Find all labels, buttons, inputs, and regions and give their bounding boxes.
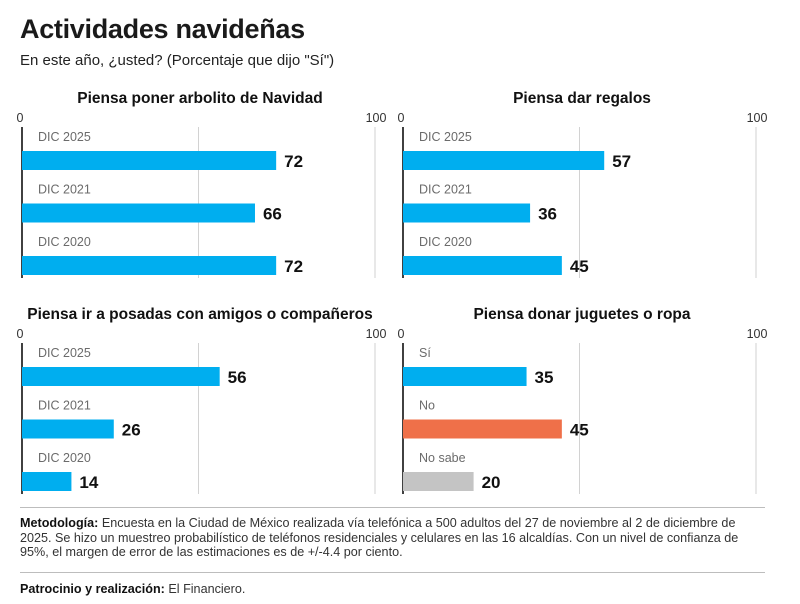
chart-1-axis-max-label: 100 bbox=[747, 111, 768, 125]
chart-3-category-label: No bbox=[419, 399, 435, 413]
chart-1-title: Piensa dar regalos bbox=[513, 90, 651, 107]
credit-note: Patrocinio y realización: El Financiero. bbox=[20, 582, 765, 597]
chart-3-bar bbox=[403, 367, 527, 386]
chart-0-axis-min-label: 0 bbox=[17, 111, 24, 125]
chart-1-bar bbox=[403, 256, 562, 275]
methodology-label: Metodología: bbox=[20, 516, 99, 530]
page-title: Actividades navideñas bbox=[20, 14, 305, 44]
chart-3-bar bbox=[403, 472, 474, 491]
chart-0-title: Piensa poner arbolito de Navidad bbox=[77, 90, 322, 107]
page-subtitle: En este año, ¿usted? (Porcentaje que dij… bbox=[20, 52, 335, 69]
chart-0-value-label: 72 bbox=[284, 257, 303, 276]
chart-0-value-label: 72 bbox=[284, 152, 303, 171]
chart-2-title: Piensa ir a posadas con amigos o compañe… bbox=[27, 306, 372, 323]
chart-3-category-label: Sí bbox=[419, 346, 431, 360]
credit-label: Patrocinio y realización: bbox=[20, 582, 165, 596]
chart-1-category-label: DIC 2025 bbox=[419, 130, 472, 144]
chart-2-bar bbox=[22, 367, 220, 386]
chart-1-value-label: 45 bbox=[570, 257, 589, 276]
chart-0-axis-max-label: 100 bbox=[366, 111, 387, 125]
chart-0-bar bbox=[22, 256, 277, 275]
chart-2-category-label: DIC 2021 bbox=[38, 399, 91, 413]
chart-3-value-label: 45 bbox=[570, 421, 589, 440]
methodology-text: Encuesta en la Ciudad de México realizad… bbox=[20, 516, 739, 559]
methodology-note: Metodología: Encuesta en la Ciudad de Mé… bbox=[20, 516, 765, 560]
chart-1-value-label: 57 bbox=[612, 152, 631, 171]
chart-3-bar bbox=[403, 419, 562, 439]
chart-1-bar bbox=[403, 203, 531, 223]
chart-2-category-label: DIC 2020 bbox=[38, 451, 91, 465]
chart-3-axis-max-label: 100 bbox=[747, 327, 768, 341]
chart-2-value-label: 56 bbox=[228, 368, 247, 387]
credit-text: El Financiero. bbox=[164, 582, 246, 596]
chart-3-value-label: 20 bbox=[482, 473, 501, 492]
chart-0-bar bbox=[22, 151, 277, 170]
chart-2-category-label: DIC 2025 bbox=[38, 346, 91, 360]
chart-1-bar bbox=[403, 151, 605, 170]
footer-divider-top bbox=[20, 507, 765, 508]
chart-3-title: Piensa donar juguetes o ropa bbox=[473, 306, 690, 323]
chart-3-axis-min-label: 0 bbox=[398, 327, 405, 341]
chart-3-category-label: No sabe bbox=[419, 451, 466, 465]
chart-0-value-label: 66 bbox=[263, 205, 282, 224]
chart-2-axis-max-label: 100 bbox=[366, 327, 387, 341]
footer-divider-bottom bbox=[20, 572, 765, 573]
chart-2-bar bbox=[22, 419, 114, 439]
chart-1-category-label: DIC 2021 bbox=[419, 183, 472, 197]
chart-0-category-label: DIC 2025 bbox=[38, 130, 91, 144]
chart-0-category-label: DIC 2020 bbox=[38, 235, 91, 249]
chart-0-category-label: DIC 2021 bbox=[38, 183, 91, 197]
chart-2-value-label: 26 bbox=[122, 421, 141, 440]
chart-2-axis-min-label: 0 bbox=[17, 327, 24, 341]
chart-1-axis-min-label: 0 bbox=[398, 111, 405, 125]
chart-1-value-label: 36 bbox=[538, 205, 557, 224]
chart-2-value-label: 14 bbox=[79, 473, 98, 492]
chart-2-bar bbox=[22, 472, 72, 491]
chart-1-category-label: DIC 2020 bbox=[419, 235, 472, 249]
chart-0-bar bbox=[22, 203, 255, 223]
chart-3-value-label: 35 bbox=[535, 368, 554, 387]
